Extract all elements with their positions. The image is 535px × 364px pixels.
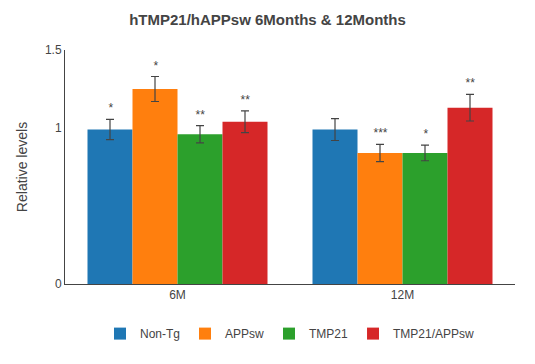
svg-text:**: ** — [195, 108, 205, 122]
svg-text:TMP21/APPsw: TMP21/APPsw — [393, 327, 474, 341]
svg-text:1: 1 — [55, 121, 62, 135]
svg-text:1.5: 1.5 — [45, 43, 62, 57]
svg-text:*: * — [423, 127, 428, 141]
svg-text:6M: 6M — [169, 288, 186, 302]
svg-text:*: * — [108, 101, 113, 115]
svg-text:Relative levels: Relative levels — [14, 122, 30, 212]
svg-text:***: *** — [373, 126, 387, 140]
svg-text:0: 0 — [55, 277, 62, 291]
svg-text:**: ** — [240, 93, 250, 107]
svg-text:12M: 12M — [391, 288, 414, 302]
svg-text:Non-Tg: Non-Tg — [140, 327, 180, 341]
svg-text:APPsw: APPsw — [225, 327, 264, 341]
svg-text:**: ** — [465, 76, 475, 90]
svg-text:TMP21: TMP21 — [309, 327, 348, 341]
svg-text:hTMP21/hAPPsw 6Months & 12Mont: hTMP21/hAPPsw 6Months & 12Months — [129, 11, 406, 28]
svg-text:*: * — [153, 59, 158, 73]
